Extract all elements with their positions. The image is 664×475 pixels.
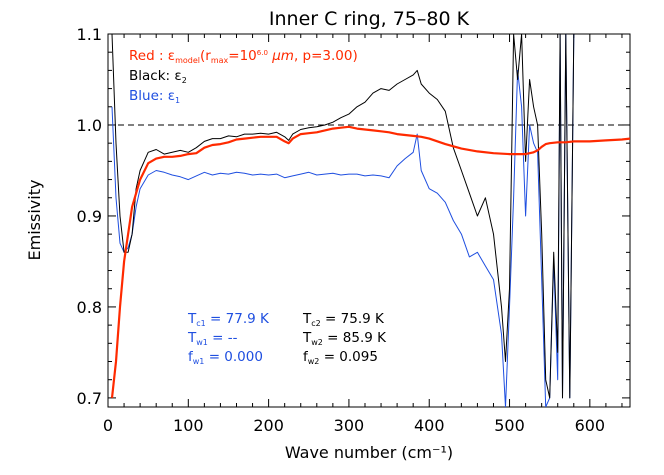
axis-ticks: 0 100 200 300 400 500 600 0.7 0.8 0.9 1.0 1.1 <box>77 25 630 435</box>
y-tick-label: 1.0 <box>77 116 102 135</box>
series-line-blue <box>111 34 630 407</box>
x-tick-label: 600 <box>575 416 606 435</box>
series-layer <box>110 34 630 407</box>
param-tc2: Tc2 = 75.9 K <box>302 311 385 328</box>
y-tick-label: 1.1 <box>77 25 102 44</box>
param-tw2: Tw2 = 85.9 K <box>302 330 387 347</box>
param-tc1: Tc1 = 77.9 K <box>187 311 270 328</box>
x-tick-label: 400 <box>414 416 445 435</box>
x-tick-label: 200 <box>253 416 284 435</box>
x-tick-label: 500 <box>494 416 525 435</box>
x-axis-label: Wave number (cm⁻¹) <box>285 443 453 462</box>
param-fw1: fw1 = 0.000 <box>188 349 263 366</box>
y-tick-label: 0.7 <box>77 389 102 408</box>
legend-blue: Blue: ε1 <box>129 88 180 105</box>
x-tick-label: 100 <box>173 416 204 435</box>
param-tw1: Tw1 = -- <box>187 330 238 347</box>
y-axis-label: Emissivity <box>25 180 44 261</box>
plot-frame <box>107 33 631 408</box>
legend-red: Red : εmodel(rmax=106.0 μm, p=3.00) <box>129 48 358 65</box>
legend-black: Black: ε2 <box>129 68 187 85</box>
y-tick-label: 0.8 <box>77 298 102 317</box>
series-line-red <box>110 125 630 399</box>
fit-parameters: Tc1 = 77.9 K Tw1 = -- fw1 = 0.000 Tc2 = … <box>187 311 387 366</box>
y-tick-label: 0.9 <box>77 207 102 226</box>
x-tick-label: 300 <box>334 416 365 435</box>
legend: Red : εmodel(rmax=106.0 μm, p=3.00) Blac… <box>129 48 358 105</box>
param-fw2: fw2 = 0.095 <box>303 349 378 366</box>
x-tick-label: 0 <box>103 416 113 435</box>
series-line-black <box>111 34 630 399</box>
chart-title: Inner C ring, 75–80 K <box>269 8 470 30</box>
